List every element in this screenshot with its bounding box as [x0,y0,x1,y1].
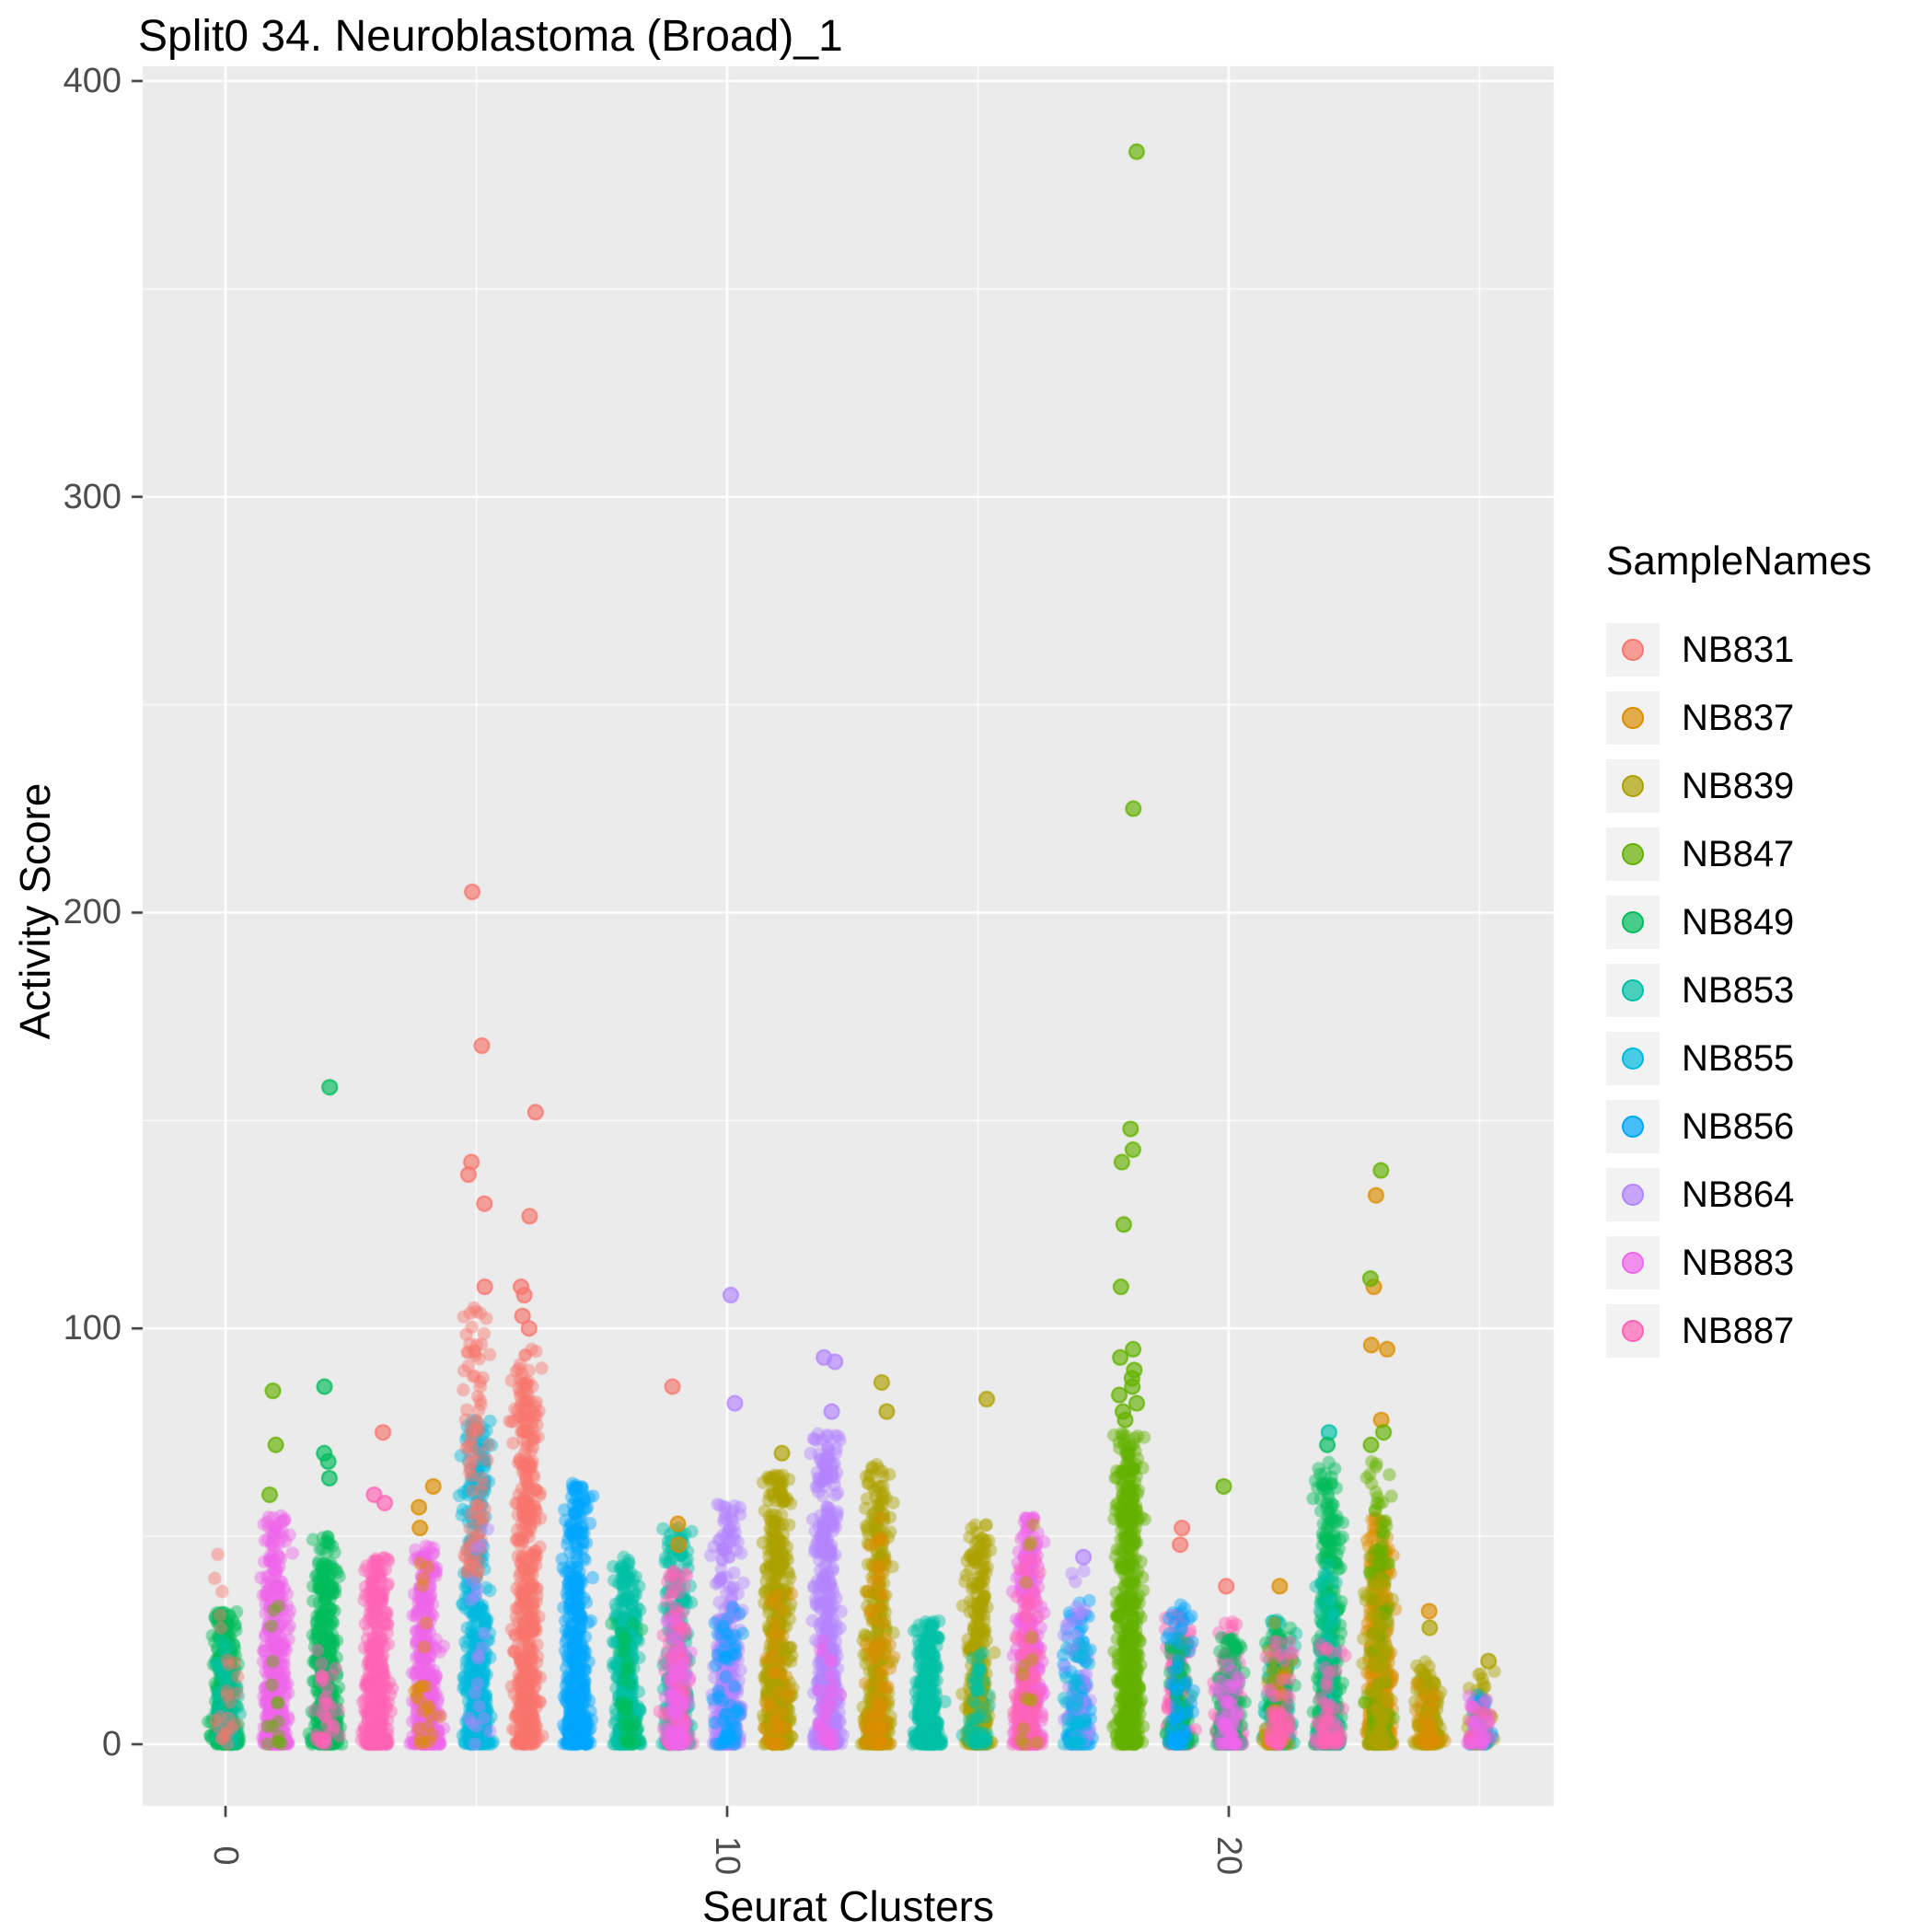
legend-item: NB887 [1606,1297,1872,1365]
legend-key [1606,964,1660,1017]
legend-label: NB839 [1682,765,1795,806]
legend-item: NB883 [1606,1229,1872,1297]
legend-title: SampleNames [1606,538,1872,584]
chart-title: Split0 34. Neuroblastoma (Broad)_1 [138,12,843,61]
legend-item: NB864 [1606,1161,1872,1229]
legend-key [1606,1236,1660,1290]
y-tick-label-100: 100 [63,1309,121,1348]
legend-dot-icon [1622,707,1644,729]
legend-item: NB853 [1606,956,1872,1024]
legend-key [1606,623,1660,677]
legend-item: NB856 [1606,1093,1872,1161]
legend-key [1606,827,1660,881]
legend-label: NB855 [1682,1037,1795,1079]
legend-dot-icon [1622,639,1644,661]
y-tick-label-300: 300 [63,478,121,516]
legend-dot-icon [1622,911,1644,933]
x-tick-label-0: 0 [206,1845,245,1866]
legend-dot-icon [1622,1320,1644,1342]
legend-key [1606,1168,1660,1221]
legend-dot-icon [1622,775,1644,797]
legend-key [1606,1304,1660,1358]
legend-key [1606,759,1660,813]
legend-dot-icon [1622,1116,1644,1138]
x-axis-label: Seurat Clusters [701,1882,994,1930]
legend: SampleNames NB831 NB837 NB839 NB847 NB84… [1606,538,1872,1365]
legend-label: NB849 [1682,901,1795,943]
x-tick-label-10: 10 [708,1835,746,1876]
legend-label: NB856 [1682,1105,1795,1147]
legend-key [1606,691,1660,745]
legend-label: NB831 [1682,629,1795,670]
y-tick-label-0: 0 [101,1725,121,1764]
legend-dot-icon [1622,1047,1644,1070]
legend-dot-icon [1622,1252,1644,1274]
legend-item: NB855 [1606,1024,1872,1093]
legend-label: NB853 [1682,969,1795,1011]
y-tick-label-400: 400 [63,62,121,100]
legend-key [1606,896,1660,949]
legend-key [1606,1032,1660,1085]
x-tick-label-20: 20 [1209,1835,1248,1876]
legend-dot-icon [1622,979,1644,1001]
legend-item: NB837 [1606,684,1872,752]
legend-key [1606,1100,1660,1153]
y-tick-label-200: 200 [63,893,121,931]
legend-dot-icon [1622,843,1644,865]
legend-item: NB849 [1606,888,1872,956]
legend-item: NB831 [1606,616,1872,684]
legend-label: NB883 [1682,1242,1795,1283]
legend-label: NB847 [1682,833,1795,874]
legend-label: NB887 [1682,1310,1795,1351]
legend-label: NB864 [1682,1174,1795,1215]
legend-item: NB847 [1606,820,1872,888]
legend-item: NB839 [1606,752,1872,820]
legend-label: NB837 [1682,697,1795,738]
legend-dot-icon [1622,1184,1644,1206]
